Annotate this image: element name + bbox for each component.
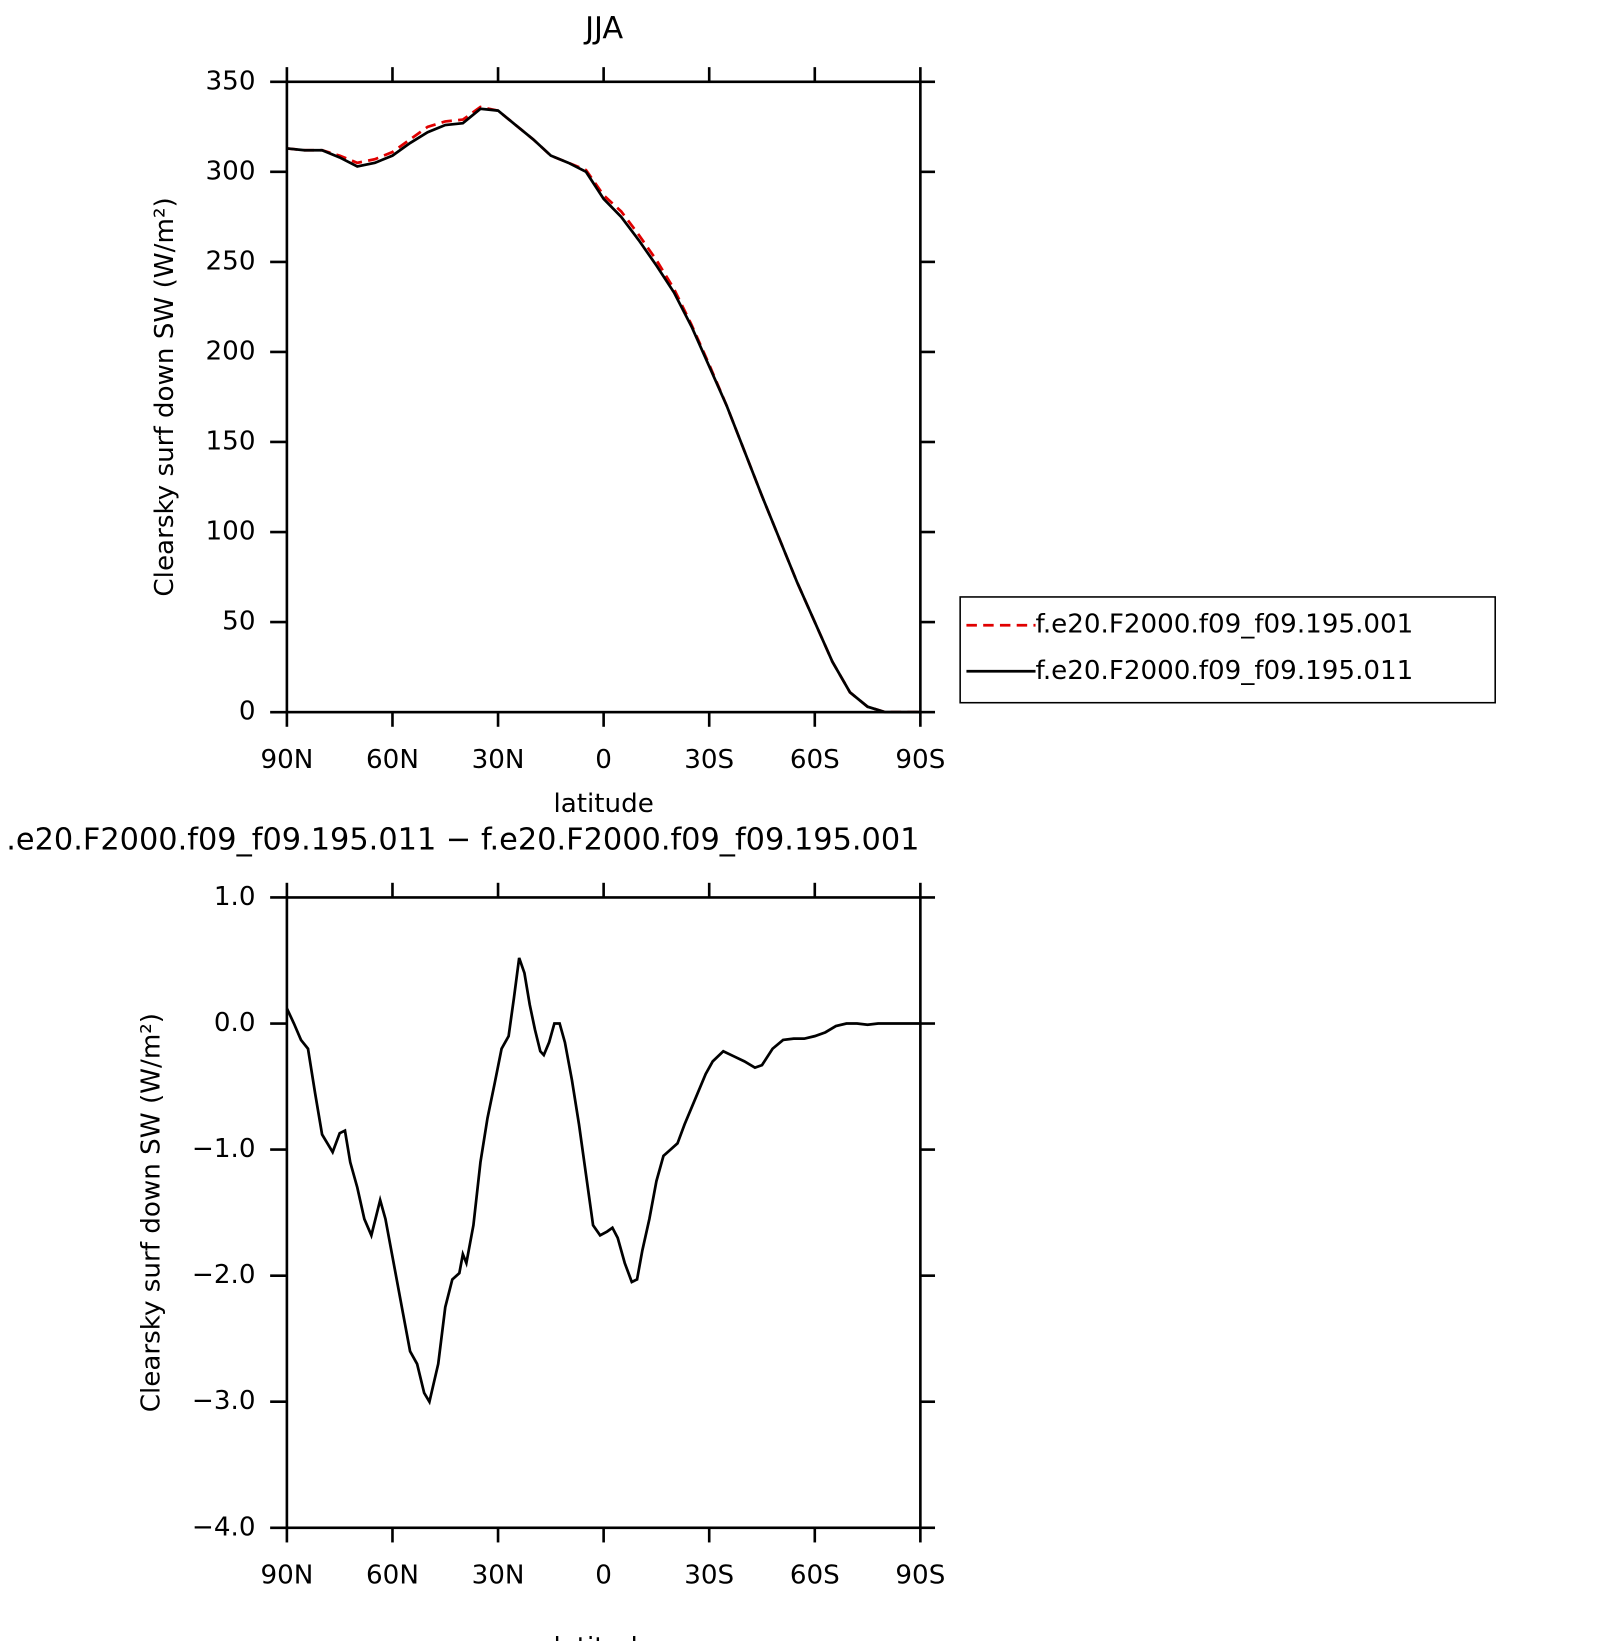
x-tick-label: 30N bbox=[472, 1560, 525, 1590]
legend-label: f.e20.F2000.f09_f09.195.011 bbox=[1036, 656, 1414, 686]
y-tick-label: −2.0 bbox=[192, 1260, 256, 1290]
data-line bbox=[285, 957, 921, 1406]
data-line bbox=[286, 107, 921, 714]
x-tick-label: 60N bbox=[366, 745, 419, 775]
y-tick-label: 300 bbox=[206, 156, 256, 186]
x-tick-label: 30S bbox=[684, 745, 734, 775]
y-axis-label: Clearsky surf down SW (W/m²) bbox=[136, 1013, 166, 1412]
plot-frame bbox=[285, 80, 922, 714]
y-tick-label: 50 bbox=[222, 607, 255, 637]
x-tick-label: 30N bbox=[472, 745, 525, 775]
x-tick-label: 0 bbox=[595, 745, 612, 775]
legend-label: f.e20.F2000.f09_f09.195.001 bbox=[1036, 610, 1414, 640]
x-axis-label: latitude bbox=[553, 1633, 653, 1641]
y-tick-label: −1.0 bbox=[192, 1134, 256, 1164]
y-tick-label: 1.0 bbox=[214, 882, 256, 912]
x-tick-label: 90S bbox=[895, 745, 945, 775]
x-tick-label: 60S bbox=[790, 745, 840, 775]
legend-box bbox=[959, 596, 1496, 704]
y-tick-label: −4.0 bbox=[192, 1512, 256, 1542]
y-tick-label: 100 bbox=[206, 517, 256, 547]
y-tick-label: 150 bbox=[206, 426, 256, 456]
x-tick-label: 0 bbox=[595, 1560, 612, 1590]
y-tick-label: 200 bbox=[206, 336, 256, 366]
y-tick-label: 350 bbox=[206, 66, 256, 96]
y-tick-label: 250 bbox=[206, 246, 256, 276]
x-tick-label: 30S bbox=[684, 1560, 734, 1590]
x-tick-label: 60N bbox=[366, 1560, 419, 1590]
y-tick-label: −3.0 bbox=[192, 1386, 256, 1416]
chart-title: .e20.F2000.f09_f09.195.011 − f.e20.F2000… bbox=[6, 822, 919, 857]
x-tick-label: 90S bbox=[895, 1560, 945, 1590]
x-tick-label: 90N bbox=[260, 745, 313, 775]
x-tick-label: 90N bbox=[260, 1560, 313, 1590]
plot-frame bbox=[285, 896, 922, 1530]
y-axis-label: Clearsky surf down SW (W/m²) bbox=[150, 197, 180, 596]
y-tick-label: 0.0 bbox=[214, 1008, 256, 1038]
x-axis-label: latitude bbox=[553, 789, 653, 819]
y-tick-label: 0 bbox=[239, 697, 256, 727]
x-tick-label: 60S bbox=[790, 1560, 840, 1590]
chart-title: JJA bbox=[583, 11, 623, 46]
